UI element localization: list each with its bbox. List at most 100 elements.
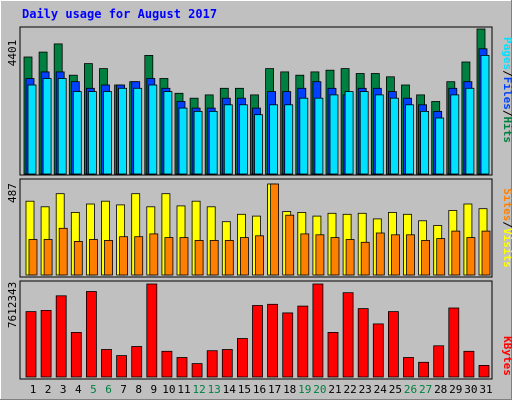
- ymax-label-kbytes: 7612343: [6, 282, 19, 328]
- bars-hits-files-pages: [23, 28, 490, 175]
- day-label: 4: [75, 383, 82, 396]
- bar-sites: [224, 239, 234, 276]
- day-label: 29: [449, 383, 462, 396]
- legend-pages: Pages: [501, 37, 512, 70]
- legend-kbytes: KBytes: [501, 336, 512, 376]
- day-label: 6: [105, 383, 112, 396]
- bar-sites: [89, 239, 98, 276]
- bar-pages: [420, 111, 430, 175]
- bar-kbytes: [463, 350, 475, 378]
- day-label: 17: [268, 383, 281, 396]
- bar-kbytes: [282, 312, 294, 378]
- bar-kbytes: [161, 350, 173, 378]
- bar-pages: [405, 104, 414, 175]
- bar-pages: [389, 97, 399, 175]
- bar-pages: [72, 91, 82, 175]
- bar-pages: [480, 55, 490, 175]
- bar-sites: [73, 240, 83, 276]
- day-label: 30: [464, 383, 477, 396]
- bar-pages: [374, 94, 384, 175]
- bar-sites: [315, 234, 325, 276]
- bar-kbytes: [418, 361, 430, 378]
- legend-sep-1: /: [501, 70, 512, 77]
- bar-kbytes: [236, 338, 248, 378]
- ymax-label-visits: 487: [6, 183, 19, 203]
- bar-kbytes: [146, 283, 158, 378]
- bar-pages: [223, 104, 233, 175]
- bar-kbytes: [86, 291, 97, 378]
- day-label: 26: [404, 383, 417, 396]
- bar-kbytes: [55, 295, 67, 378]
- bar-kbytes: [116, 355, 127, 378]
- bar-sites: [239, 237, 249, 276]
- bar-kbytes: [387, 311, 399, 378]
- bar-kbytes: [252, 305, 263, 378]
- bar-pages: [118, 87, 127, 175]
- bar-pages: [465, 87, 475, 175]
- bar-sites: [330, 237, 340, 276]
- chart-title: Daily usage for August 2017: [22, 7, 217, 21]
- legend-sep-2: /: [501, 110, 512, 117]
- bar-sites: [345, 239, 355, 276]
- bar-sites: [436, 238, 446, 276]
- bar-pages: [208, 111, 218, 175]
- day-label: 3: [60, 383, 67, 396]
- bar-kbytes: [191, 363, 203, 378]
- bar-sites: [390, 234, 400, 276]
- day-labels: 1 2 3 4 5 6 7 8 9 10 11 12 13 14 15 16 17 18 19 20 21 22 23 24 2…: [30, 383, 493, 396]
- day-label: 2: [45, 383, 52, 396]
- bar-kbytes: [297, 305, 309, 378]
- bar-sites: [58, 227, 68, 276]
- bar-kbytes: [327, 331, 339, 378]
- bar-kbytes: [403, 357, 414, 378]
- bar-sites: [104, 239, 113, 276]
- legend-sites: Sites: [501, 188, 512, 221]
- bar-pages: [435, 117, 445, 175]
- bar-pages: [148, 84, 158, 175]
- bar-kbytes: [448, 307, 460, 378]
- bar-kbytes: [131, 346, 143, 378]
- bar-pages: [238, 104, 248, 175]
- bar-pages: [88, 91, 97, 175]
- day-label: 16: [253, 383, 266, 396]
- bar-sites: [375, 232, 385, 276]
- bar-kbytes: [478, 364, 490, 378]
- bar-sites: [300, 233, 310, 276]
- day-label: 22: [343, 383, 356, 396]
- day-label: 9: [150, 383, 157, 396]
- day-label: 24: [374, 383, 388, 396]
- bars-kbytes: [25, 283, 490, 378]
- bar-kbytes: [312, 283, 324, 378]
- bar-kbytes: [176, 357, 188, 378]
- day-label: 13: [208, 383, 221, 396]
- legend-visits: Visits: [501, 228, 512, 268]
- bar-kbytes: [342, 292, 354, 378]
- ymax-label-hits: 4401: [6, 40, 19, 67]
- bar-sites: [149, 233, 159, 276]
- day-label: 14: [223, 383, 237, 396]
- bar-pages: [163, 91, 173, 175]
- bar-pages: [314, 97, 324, 175]
- day-label: 23: [359, 383, 372, 396]
- bar-pages: [254, 114, 263, 175]
- bar-sites: [255, 235, 264, 276]
- bar-pages: [193, 111, 203, 175]
- bar-sites: [481, 230, 491, 276]
- bar-sites: [406, 234, 415, 276]
- bar-sites: [194, 239, 204, 276]
- bar-sites: [285, 214, 295, 276]
- day-label: 11: [177, 383, 190, 396]
- bar-sites: [270, 183, 280, 276]
- day-label: 10: [162, 383, 175, 396]
- bar-kbytes: [221, 349, 233, 378]
- bar-pages: [359, 91, 369, 175]
- day-label: 12: [192, 383, 205, 396]
- bar-pages: [299, 97, 309, 175]
- bar-pages: [42, 78, 52, 175]
- legend-hits-files-pages: Pages/Files/Hits: [501, 37, 512, 143]
- bar-kbytes: [70, 331, 82, 378]
- bar-sites: [43, 239, 53, 276]
- bar-pages: [269, 104, 279, 175]
- bar-sites: [421, 239, 431, 276]
